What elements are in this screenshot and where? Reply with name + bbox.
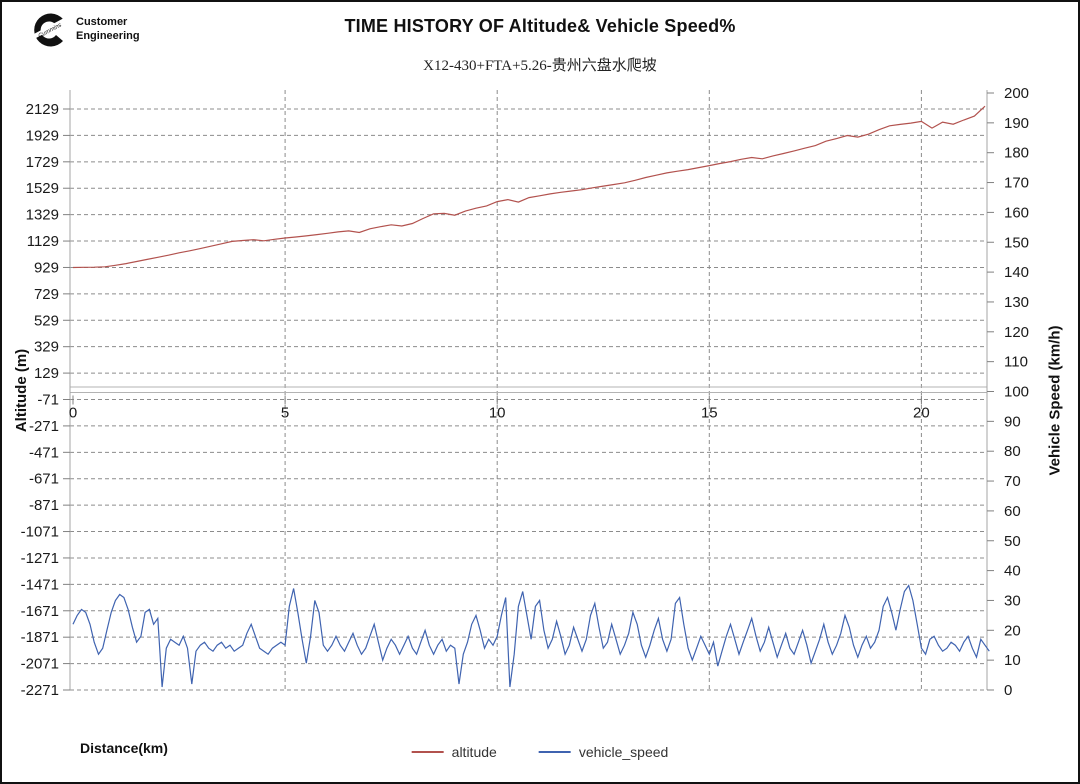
chart-legend: altitude vehicle_speed: [411, 744, 669, 760]
y-left-tick-label: -1671: [21, 603, 59, 620]
y-left-tick-label: 1129: [27, 233, 59, 250]
cummins-logo: Cummins Customer Engineering: [30, 10, 140, 50]
altitude-line-swatch: [411, 751, 444, 753]
y-left-tick-label: -1471: [21, 576, 59, 593]
y-left-tick-label: 1329: [26, 207, 59, 224]
y-left-tick-label: -871: [29, 497, 59, 514]
logo-text: Customer Engineering: [76, 16, 140, 44]
y-left-tick-label: -271: [29, 418, 59, 435]
y-right-tick-label: 60: [1004, 503, 1021, 520]
y-left-tick-label: -471: [29, 444, 59, 461]
y-left-tick-label: -1871: [21, 629, 59, 646]
y-left-tick-label: -1071: [21, 524, 59, 541]
y-right-tick-label: 0: [1004, 682, 1012, 699]
y-right-tick-label: 70: [1004, 473, 1021, 490]
x-axis-title: Distance(km): [80, 740, 168, 756]
y-right-tick-label: 110: [1004, 354, 1028, 371]
cummins-c-icon: Cummins: [32, 13, 67, 47]
y-left-tick-label: 329: [34, 339, 59, 356]
y-right-tick-label: 80: [1004, 443, 1021, 460]
y-right-tick-label: 40: [1004, 563, 1021, 580]
y-left-tick-label: 2129: [26, 101, 59, 118]
y-right-tick-label: 120: [1004, 324, 1029, 341]
x-tick-label: 10: [489, 405, 506, 422]
y-right-tick-label: 90: [1004, 413, 1021, 430]
chart-title: TIME HISTORY OF Altitude& Vehicle Speed%: [344, 16, 736, 36]
x-tick-label: 0: [69, 405, 77, 422]
y-right-tick-label: 50: [1004, 533, 1021, 550]
vehicle-speed-line: [72, 584, 990, 688]
y-right-tick-label: 150: [1004, 234, 1029, 251]
chart-subtitle: X12-430+FTA+5.26-贵州六盘水爬坡: [423, 58, 657, 74]
x-tick-label: 20: [913, 405, 930, 422]
legend-label-altitude: altitude: [451, 744, 497, 760]
y-left-tick-label: 729: [34, 286, 59, 303]
y-left-tick-label: -1271: [21, 550, 59, 567]
y-left-tick-label: 1929: [26, 127, 59, 144]
y-right-tick-label: 170: [1004, 175, 1029, 192]
y-left-tick-label: 1729: [26, 154, 59, 171]
y-right-tick-label: 30: [1004, 592, 1021, 609]
y-right-tick-label: 20: [1004, 622, 1021, 639]
y-right-tick-label: 180: [1004, 145, 1029, 162]
y-left-tick-label: -2071: [21, 656, 59, 673]
y-right-tick-label: 190: [1004, 115, 1029, 132]
x-tick-label: 15: [701, 405, 718, 422]
y-left-tick-label: -71: [37, 392, 59, 409]
logo-line1: Customer: [76, 16, 128, 29]
y-right-tick-label: 200: [1004, 85, 1029, 102]
logo-line2: Engineering: [76, 30, 140, 42]
y-left-tick-label: 129: [34, 365, 59, 382]
y-right-tick-label: 160: [1004, 204, 1029, 221]
vehicle-speed-line-swatch: [538, 751, 571, 753]
x-tick-label: 5: [281, 405, 289, 422]
altitude-line: [72, 105, 986, 269]
y-left-tick-label: -671: [29, 471, 59, 488]
y-left-tick-label: -2271: [21, 682, 59, 699]
legend-item-altitude: altitude: [411, 744, 497, 760]
legend-item-vehicle-speed: vehicle_speed: [538, 744, 669, 760]
y-right-tick-label: 100: [1004, 384, 1029, 401]
y-left-tick-label: 929: [34, 259, 59, 276]
legend-label-vehicle-speed: vehicle_speed: [578, 744, 669, 760]
y-right-tick-label: 10: [1004, 652, 1021, 669]
y-right-tick-label: 130: [1004, 294, 1029, 311]
y-right-tick-label: 140: [1004, 264, 1029, 281]
y-left-tick-label: 529: [34, 312, 59, 329]
y-left-tick-label: 1529: [26, 180, 59, 197]
